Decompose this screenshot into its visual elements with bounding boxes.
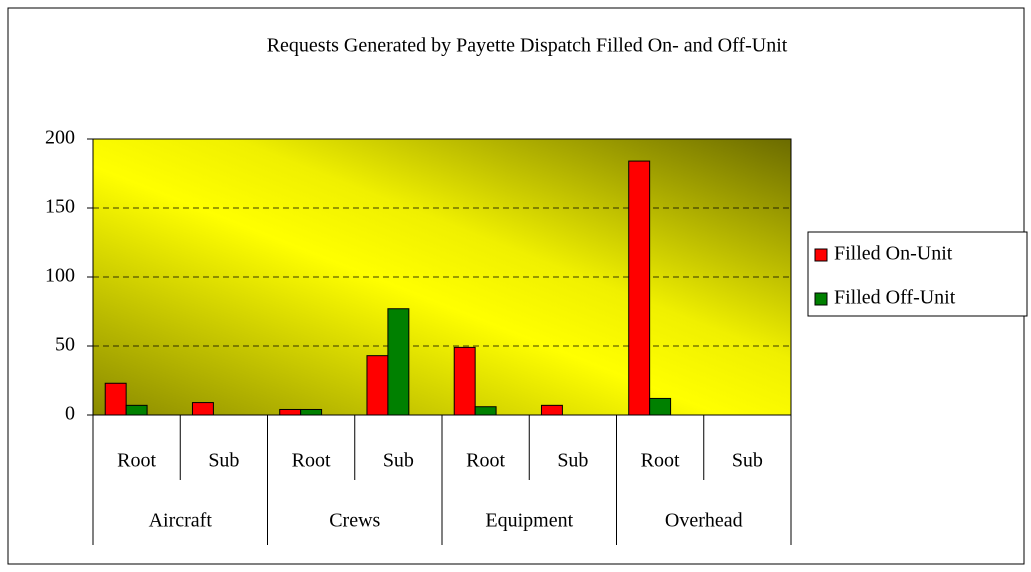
x-tick-label: Root — [466, 450, 505, 472]
legend-label: Filled Off-Unit — [834, 287, 956, 309]
bar — [125, 404, 148, 416]
group-label: Overhead — [665, 510, 743, 532]
x-tick-label: Sub — [732, 450, 763, 472]
chart-title: Requests Generated by Payette Dispatch F… — [267, 35, 788, 57]
y-tick-label: 50 — [55, 334, 75, 356]
group-label: Equipment — [485, 510, 573, 532]
bar — [387, 308, 410, 416]
y-tick-label: 200 — [45, 127, 75, 149]
group-label: Crews — [329, 510, 380, 532]
bar — [649, 397, 672, 416]
y-tick-label: 100 — [45, 265, 75, 287]
x-tick-label: Root — [117, 450, 156, 472]
bar — [540, 404, 563, 416]
legend-box — [807, 231, 1028, 317]
group-label: Aircraft — [149, 510, 213, 532]
legend-swatch — [814, 292, 828, 306]
legend-label: Filled On-Unit — [834, 243, 953, 265]
bar — [474, 406, 497, 416]
bar — [453, 346, 476, 416]
bar — [104, 382, 127, 416]
legend-swatch — [814, 248, 828, 262]
bar — [279, 408, 302, 416]
x-tick-label: Root — [292, 450, 331, 472]
bar — [191, 402, 214, 416]
bar — [366, 355, 389, 416]
y-tick-label: 150 — [45, 196, 75, 218]
y-tick-label: 0 — [65, 403, 75, 425]
x-tick-label: Sub — [557, 450, 588, 472]
x-tick-label: Sub — [383, 450, 414, 472]
x-tick-label: Sub — [208, 450, 239, 472]
bar — [628, 160, 651, 416]
x-tick-label: Root — [641, 450, 680, 472]
bar — [300, 408, 323, 416]
